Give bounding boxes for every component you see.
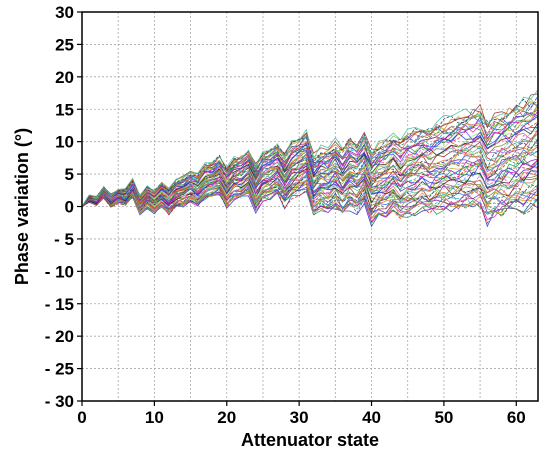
series-line <box>81 138 539 207</box>
y-tick-label: 20 <box>55 68 74 87</box>
y-tick-label: 0 <box>65 198 74 217</box>
y-tick-label: 5 <box>65 165 74 184</box>
x-tick-label: 20 <box>217 408 236 427</box>
y-tick-label: 10 <box>55 133 74 152</box>
y-tick-label: - 15 <box>45 295 74 314</box>
x-tick-label: 60 <box>507 408 526 427</box>
x-axis-title: Attenuator state <box>241 430 379 450</box>
series-lines <box>81 89 539 228</box>
series-line <box>81 167 539 211</box>
x-tick-label: 50 <box>434 408 453 427</box>
series-line <box>81 164 539 208</box>
series-line <box>81 95 539 207</box>
y-tick-label: - 30 <box>45 392 74 411</box>
y-tick-label: 25 <box>55 35 74 54</box>
y-axis-title: Phase variation (°) <box>12 128 32 285</box>
x-tick-label: 10 <box>145 408 164 427</box>
y-tick-label: - 10 <box>45 262 74 281</box>
y-tick-label: - 25 <box>45 360 74 379</box>
series-line <box>81 132 539 207</box>
series-line <box>81 180 539 220</box>
series-line <box>81 89 539 207</box>
y-tick-label: - 20 <box>45 327 74 346</box>
x-tick-label: 40 <box>362 408 381 427</box>
series-line <box>81 180 539 215</box>
series-line <box>81 118 539 207</box>
y-tick-label: 30 <box>55 3 74 22</box>
series-line <box>81 126 539 207</box>
y-tick-label: 15 <box>55 100 74 119</box>
x-tick-label: 30 <box>290 408 309 427</box>
y-tick-label: - 5 <box>54 230 74 249</box>
series-line <box>81 104 539 207</box>
series-line <box>81 158 539 208</box>
x-tick-label: 0 <box>77 408 86 427</box>
